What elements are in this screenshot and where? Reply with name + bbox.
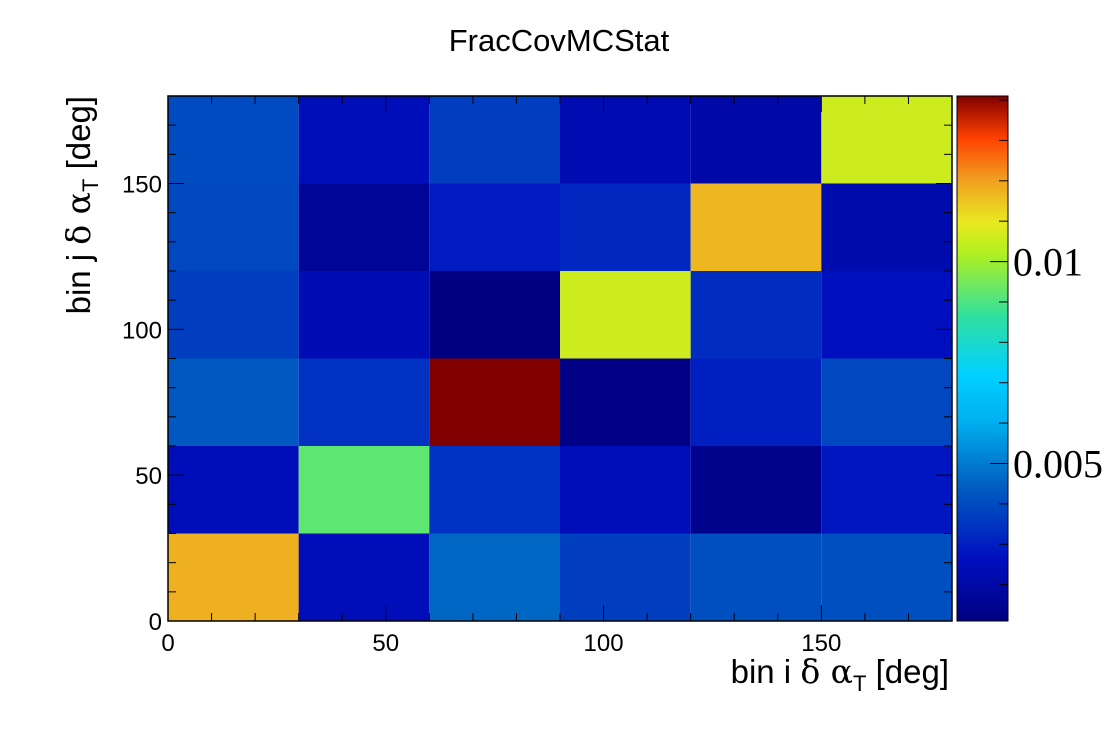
heatmap-cell: [298, 358, 430, 446]
color-scale-ticks: 0.005 0.01: [990, 99, 1103, 586]
chart-title: FracCovMCStat: [449, 23, 670, 58]
x-tick-label: 150: [801, 630, 841, 657]
x-axis-label-greek: δ α: [800, 652, 853, 691]
heatmap-cell: [690, 96, 822, 184]
heatmap-cell: [298, 183, 430, 271]
color-scale-bar: [957, 96, 1008, 621]
heatmap-cell: [429, 96, 560, 184]
heatmap-cell: [560, 96, 691, 184]
x-tick-label: 50: [372, 630, 399, 657]
heatmap-cell: [429, 358, 560, 446]
heatmap-cell: [298, 271, 430, 359]
heatmap-cell: [168, 446, 299, 534]
heatmap-cell: [560, 533, 691, 621]
y-tick-label: 0: [149, 609, 162, 636]
heatmap-cell: [298, 533, 430, 621]
heatmap-cell: [821, 358, 952, 446]
heatmap-cell: [690, 446, 822, 534]
y-axis-label-suffix: [deg]: [60, 96, 97, 179]
y-axis-label-greek: δ α: [59, 192, 98, 245]
color-scale-tick-label: 0.01: [1013, 240, 1083, 285]
y-axis-label: bin j δ αT [deg]: [59, 96, 103, 314]
y-tick-labels: 0 50 100 150: [122, 172, 162, 637]
heatmap-cell: [429, 446, 560, 534]
y-axis-label-sub: T: [78, 179, 103, 192]
heatmap-cell: [560, 183, 691, 271]
heatmap-cell: [560, 271, 691, 359]
heatmap-cell: [168, 96, 299, 184]
y-tick-label: 100: [122, 317, 162, 344]
heatmap-cell: [298, 446, 430, 534]
heatmap-cell: [429, 271, 560, 359]
x-tick-label: 100: [584, 630, 624, 657]
color-scale-tick-label: 0.005: [1013, 442, 1103, 487]
heatmap-cell: [168, 183, 299, 271]
heatmap-cell: [821, 96, 952, 184]
x-axis-label-suffix: [deg]: [866, 653, 949, 690]
heatmap-cell: [821, 271, 952, 359]
heatmap-cell: [690, 183, 822, 271]
y-axis-label-prefix: bin j: [60, 245, 97, 315]
heatmap-cell: [821, 446, 952, 534]
heatmap-cell: [821, 533, 952, 621]
heatmap-cell: [690, 358, 822, 446]
x-axis-label: bin i δ αT [deg]: [731, 652, 949, 696]
y-tick-label: 50: [135, 463, 162, 490]
heatmap-cell: [298, 96, 430, 184]
heatmap-cell: [429, 533, 560, 621]
color-scale-frame: [956, 95, 1009, 622]
heatmap-cell: [429, 183, 560, 271]
x-axis-label-prefix: bin i: [731, 653, 801, 690]
heatmap-cells: [168, 96, 952, 621]
heatmap-cell: [168, 533, 299, 621]
x-axis-label-sub: T: [853, 671, 866, 696]
heatmap-cell: [690, 533, 822, 621]
x-tick-label: 0: [161, 630, 174, 657]
heatmap-cell: [168, 358, 299, 446]
heatmap-cell: [560, 358, 691, 446]
heatmap-cell: [690, 271, 822, 359]
heatmap-cell: [560, 446, 691, 534]
heatmap-cell: [168, 271, 299, 359]
axis-ticks: [167, 95, 953, 622]
y-tick-label: 150: [122, 172, 162, 199]
x-tick-labels: 0 50 100 150: [161, 630, 841, 657]
heatmap-cell: [821, 183, 952, 271]
title-box: [398, 17, 720, 61]
